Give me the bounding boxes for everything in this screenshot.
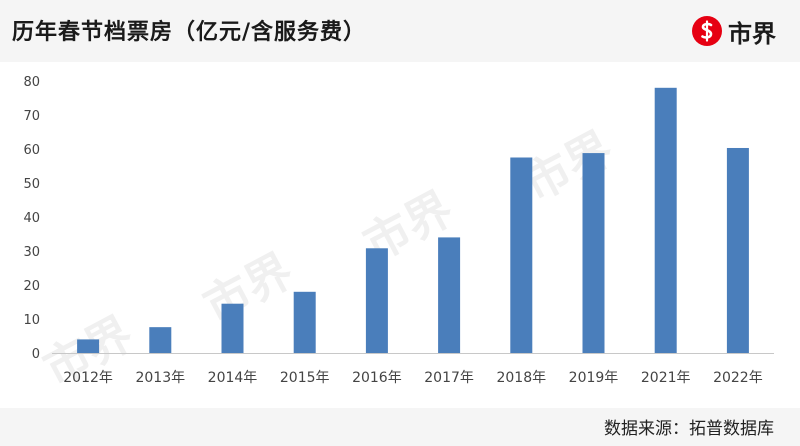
x-tick-label: 2019年: [569, 370, 619, 386]
y-tick-label: 20: [23, 279, 40, 294]
x-tick-label: 2016年: [352, 370, 402, 386]
bar-chart: 市界市界市界市界010203040506070802012年2013年2014年…: [23, 75, 774, 397]
bar: [365, 248, 388, 353]
brand-logo: 市界: [692, 12, 776, 50]
bar: [77, 339, 100, 353]
x-tick-label: 2015年: [280, 370, 330, 386]
chart-title: 历年春节档票房（亿元/含服务费）: [12, 20, 367, 45]
header-bar: 历年春节档票房（亿元/含服务费） 市界: [0, 0, 800, 62]
x-tick-label: 2013年: [135, 370, 185, 386]
x-tick-label: 2021年: [641, 370, 691, 386]
bar: [726, 147, 749, 353]
x-tick-label: 2022年: [713, 370, 763, 386]
y-tick-label: 10: [23, 313, 40, 328]
footer-bar: 数据来源：拓普数据库: [0, 408, 800, 446]
bar: [438, 237, 461, 353]
x-tick-label: 2012年: [63, 370, 113, 386]
brand-logo-icon: [692, 16, 722, 46]
y-tick-label: 60: [23, 143, 40, 158]
watermark-text: 市界: [195, 243, 302, 334]
chart-area: 市界市界市界市界010203040506070802012年2013年2014年…: [0, 62, 800, 408]
bar: [582, 153, 605, 353]
y-tick-label: 80: [23, 75, 40, 90]
x-tick-label: 2017年: [424, 370, 474, 386]
x-tick-label: 2014年: [208, 370, 258, 386]
x-tick-label: 2018年: [496, 370, 546, 386]
y-tick-label: 40: [23, 211, 40, 226]
y-tick-label: 50: [23, 177, 40, 192]
y-tick-label: 30: [23, 245, 40, 260]
brand-logo-text: 市界: [728, 19, 776, 48]
bar: [510, 157, 533, 353]
data-source-note: 数据来源：拓普数据库: [604, 419, 774, 439]
y-tick-label: 70: [23, 109, 40, 124]
bar: [654, 87, 677, 354]
bar: [221, 303, 244, 353]
y-tick-label: 0: [32, 347, 40, 362]
bar: [149, 327, 172, 353]
bar: [293, 291, 316, 353]
